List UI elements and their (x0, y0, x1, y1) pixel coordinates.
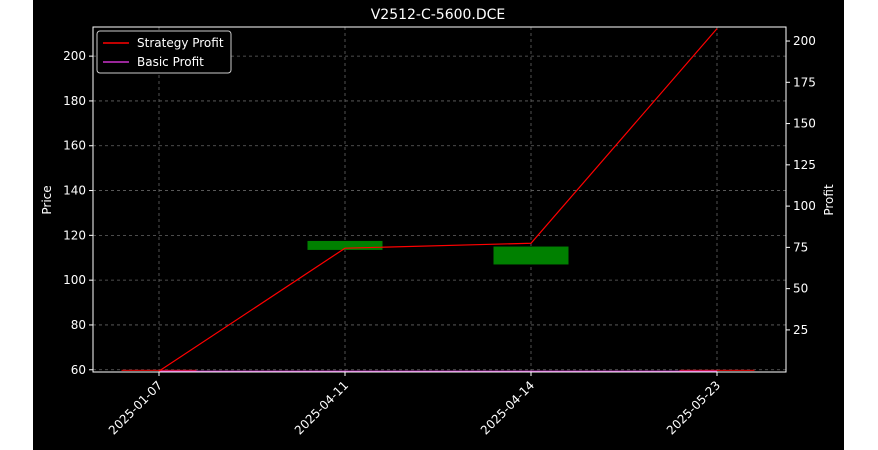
chart-title: V2512-C-5600.DCE (371, 7, 506, 23)
left-axis-label: Price (40, 185, 54, 214)
right-tick-label: 200 (793, 34, 816, 48)
right-tick-label: 175 (793, 75, 816, 89)
candle-body (121, 369, 197, 371)
x-tick-label: 2025-01-07 (106, 378, 165, 437)
right-tick-label: 25 (793, 323, 808, 337)
right-axis-label: Profit (822, 184, 836, 216)
legend-box (96, 30, 232, 74)
right-tick-label: 125 (793, 158, 816, 172)
candles (121, 240, 755, 371)
legend-label-basic-profit: Basic Profit (137, 55, 204, 69)
x-tick-label: 2025-04-11 (292, 378, 351, 437)
candle-body (493, 246, 569, 265)
legend-label-strategy-profit: Strategy Profit (137, 36, 224, 50)
right-axis: 25 50 75 100 125 150 175 200 (786, 34, 816, 337)
left-tick-label: 140 (63, 184, 86, 198)
x-tick-label: 2025-04-14 (478, 378, 537, 437)
chart-canvas: V2512-C-5600.DCE 6080100120140160180200 … (40, 7, 836, 437)
profit-lines (158, 28, 718, 372)
left-tick-label: 100 (63, 273, 86, 287)
left-tick-label: 120 (63, 228, 86, 242)
left-tick-label: 160 (63, 139, 86, 153)
left-tick-label: 200 (63, 49, 86, 63)
right-tick-label: 75 (793, 240, 808, 254)
grid-lines (93, 27, 786, 372)
legend: Strategy Profit Basic Profit (96, 30, 232, 74)
left-axis: 60 80 100 120 140 160 180 200 (63, 49, 93, 377)
candle-body (679, 369, 755, 371)
left-tick-label: 180 (63, 94, 86, 108)
chart-figure: V2512-C-5600.DCE 60 80 100 120 140 160 180 200 … (33, 0, 844, 450)
right-tick-label: 100 (793, 199, 816, 213)
right-tick-label: 150 (793, 117, 816, 131)
x-tick-label: 2025-05-23 (664, 378, 723, 437)
series-line (158, 28, 718, 372)
left-tick-label: 80 (71, 318, 86, 332)
x-axis: 2025-01-07 2025-04-11 2025-04-14 2025-05-23 (106, 372, 723, 437)
right-tick-label: 50 (793, 282, 808, 296)
plot-frame (92, 26, 787, 373)
candle-body (307, 240, 383, 250)
left-tick-label: 60 (71, 363, 86, 377)
